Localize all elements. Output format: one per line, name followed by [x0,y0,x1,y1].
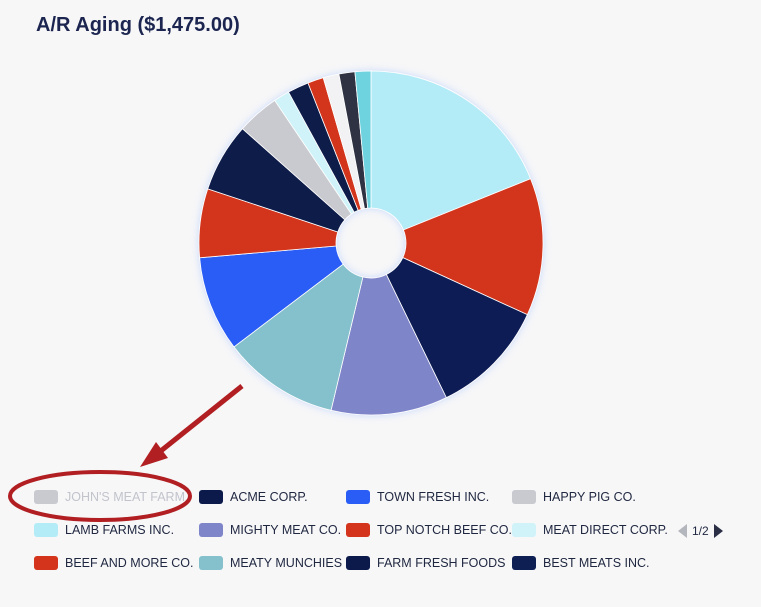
legend-item-mighty-meat-co[interactable]: MIGHTY MEAT CO. [199,521,341,539]
legend-swatch [34,523,58,537]
legend-label: HAPPY PIG CO. [543,490,636,504]
legend-item-farm-fresh-foods[interactable]: FARM FRESH FOODS [346,554,505,572]
legend-swatch [34,556,58,570]
legend-label: BEST MEATS INC. [543,556,650,570]
legend-label: FARM FRESH FOODS [377,556,506,570]
chart-title: A/R Aging ($1,475.00) [36,14,240,36]
legend-prev-arrow-icon[interactable] [678,524,687,538]
legend-swatch [199,490,223,504]
legend-swatch [512,556,536,570]
legend-swatch [34,490,58,504]
legend-item-happy-pig-co[interactable]: HAPPY PIG CO. [512,488,636,506]
legend-label: TOWN FRESH INC. [377,490,490,504]
legend-label: TOP NOTCH BEEF CO. [377,523,512,537]
legend-item-beef-and-more-co[interactable]: BEEF AND MORE CO. [34,554,194,572]
legend-item-john-s-meat-farm[interactable]: JOHN'S MEAT FARM [34,488,185,506]
legend-item-lamb-farms-inc[interactable]: LAMB FARMS INC. [34,521,174,539]
legend-swatch [199,523,223,537]
chart-legend: JOHN'S MEAT FARM ACME CORP. TOWN FRESH INC… [34,488,734,588]
legend-item-best-meats-inc[interactable]: BEST MEATS INC. [512,554,650,572]
pie-slice-best-meats-inc[interactable] [385,257,528,399]
pie-slice-mighty-meat-co[interactable] [330,273,447,416]
legend-item-meaty-munchies[interactable]: MEATY MUNCHIES [199,554,342,572]
pie-slice-town-fresh-inc[interactable] [199,245,344,348]
legend-item-town-fresh-inc[interactable]: TOWN FRESH INC. [346,488,489,506]
legend-swatch [346,490,370,504]
legend-label: JOHN'S MEAT FARM [65,490,185,504]
pie-slice-meaty-munchies[interactable] [233,263,364,411]
pie-slice-top-notch-beef-co[interactable] [402,178,544,316]
legend-page-indicator: 1/2 [692,524,709,538]
legend-label: MIGHTY MEAT CO. [230,523,342,537]
legend-label: MEAT DIRECT CORP. [543,523,668,537]
legend-swatch [512,490,536,504]
legend-swatch [199,556,223,570]
legend-swatch [346,556,370,570]
pie-slice-lamb-farms-inc[interactable] [370,70,532,231]
legend-swatch [346,523,370,537]
legend-item-top-notch-beef-co[interactable]: TOP NOTCH BEEF CO. [346,521,512,539]
legend-pagination: 1/2 [678,524,723,538]
legend-item-acme-corp[interactable]: ACME CORP. [199,488,308,506]
pie-slice-14[interactable] [354,70,372,209]
legend-next-arrow-icon[interactable] [713,524,723,538]
legend-label: BEEF AND MORE CO. [65,556,194,570]
legend-label: LAMB FARMS INC. [65,523,175,537]
legend-item-meat-direct-corp[interactable]: MEAT DIRECT CORP. [512,521,668,539]
legend-label: MEATY MUNCHIES [230,556,343,570]
legend-label: ACME CORP. [230,490,308,504]
legend-swatch [512,523,536,537]
